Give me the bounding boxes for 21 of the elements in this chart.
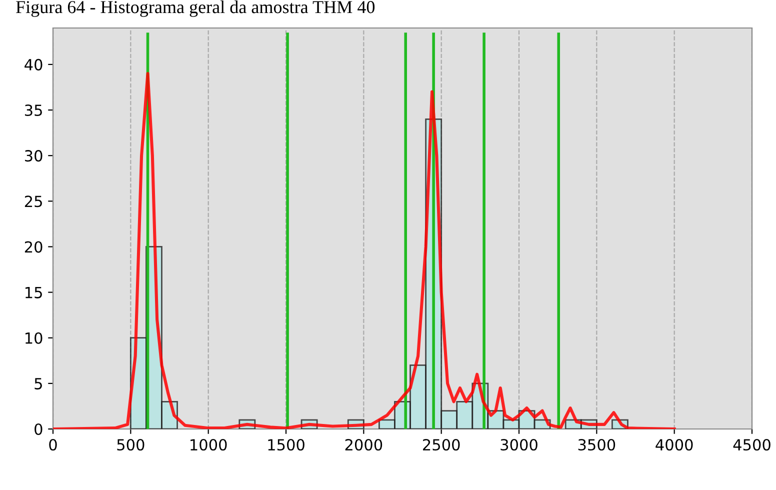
x-tick-label: 2500 [423,438,460,451]
y-tick-label: 0 [34,423,42,436]
x-tick-label: 500 [117,438,144,451]
x-tick-label: 4500 [733,438,770,451]
y-tick-label: 5 [34,378,42,390]
x-tick-label: 4000 [656,438,693,451]
x-tick-label: 2000 [345,438,382,451]
x-tick-label: 3000 [500,438,538,451]
y-tick-label: 35 [25,104,42,116]
chart-title: Figura 64 - Histograma geral da amostra THM 40 [16,0,375,17]
y-tick-label: 40 [24,58,42,70]
x-tick-label: 0 [49,438,57,451]
x-tick-label: 3500 [578,438,616,451]
y-tick-label: 30 [25,150,42,162]
y-tick-label: 10 [26,332,42,344]
line-series [53,72,676,429]
y-tick-label: 20 [24,241,42,253]
y-tick-label: 15 [26,286,42,298]
y-tick-label: 25 [24,196,42,208]
x-tick-label: 1500 [268,438,304,451]
x-tick-label: 1000 [190,438,227,451]
